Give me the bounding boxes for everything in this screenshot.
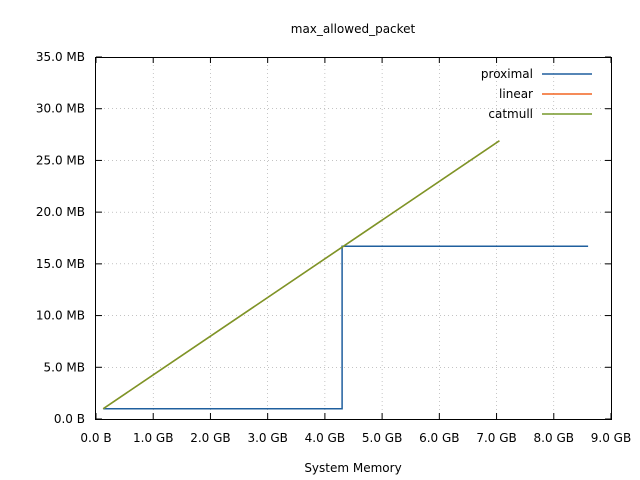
- x-tick-label: 1.0 GB: [133, 431, 173, 445]
- legend-label-linear: linear: [499, 87, 533, 101]
- series-line-proximal: [103, 245, 589, 410]
- y-tick-label: 35.0 MB: [36, 50, 85, 64]
- series-lines: [102, 140, 589, 410]
- y-tick-label: 25.0 MB: [36, 153, 85, 167]
- x-tick-label: 6.0 GB: [419, 431, 459, 445]
- y-tick-label: 15.0 MB: [36, 257, 85, 271]
- axis-ticks: 0.0 B 1.0 GB 2.0 GB 3.0 GB 4.0 GB 5.0 GB 6.0 G…: [36, 50, 631, 445]
- y-tick-label: 10.0 MB: [36, 309, 85, 323]
- grid-lines: [96, 57, 611, 419]
- x-tick-label: 4.0 GB: [305, 431, 345, 445]
- legend: proximal linear catmull: [481, 67, 592, 121]
- y-tick-label: 5.0 MB: [44, 360, 85, 374]
- x-tick-label: 9.0 GB: [591, 431, 631, 445]
- plot-frame: [95, 57, 612, 420]
- y-tick-label: 20.0 MB: [36, 205, 85, 219]
- legend-label-proximal: proximal: [481, 67, 533, 81]
- x-axis-label: System Memory: [304, 461, 401, 475]
- y-tick-label: 0.0 B: [54, 412, 85, 426]
- chart-title: max_allowed_packet: [291, 22, 416, 36]
- x-tick-label: 3.0 GB: [247, 431, 287, 445]
- x-tick-label: 2.0 GB: [190, 431, 230, 445]
- x-tick-label: 0.0 B: [80, 431, 111, 445]
- x-tick-label: 5.0 GB: [362, 431, 402, 445]
- legend-label-catmull: catmull: [488, 107, 533, 121]
- y-tick-label: 30.0 MB: [36, 102, 85, 116]
- x-tick-label: 8.0 GB: [534, 431, 574, 445]
- x-tick-label: 7.0 GB: [476, 431, 516, 445]
- series-line-catmull: [102, 140, 500, 410]
